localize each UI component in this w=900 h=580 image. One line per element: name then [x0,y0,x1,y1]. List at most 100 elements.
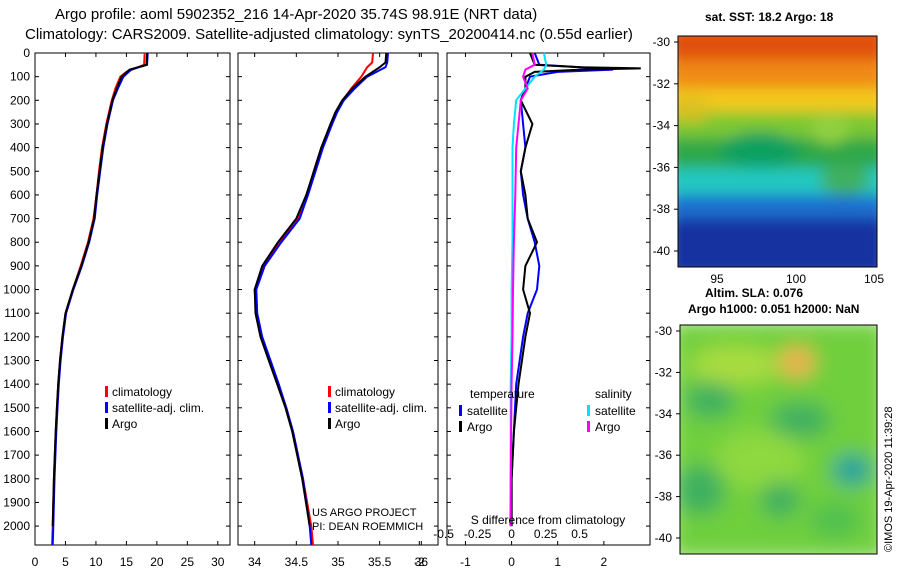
legend-swatch [459,421,462,432]
y-tick-label: 600 [10,188,30,202]
map-x-tick-label: 105 [864,272,884,286]
y-tick-label: 1400 [3,377,30,391]
sla-map-field [680,325,877,554]
figure-title-line1: Argo profile: aoml 5902352_216 14-Apr-20… [55,6,538,23]
legend-swatch [587,421,590,432]
x-tick-label: 35.5 [368,555,392,569]
x-tick-label: 34.5 [285,555,309,569]
color-band [678,88,877,116]
x-tick-label: 36 [415,555,429,569]
legend-title-salinity: salinity [595,387,632,401]
color-blob [770,402,830,438]
difference-extras: -0.5 -0.25 0 0.25 0.5S difference from clima… [433,387,636,541]
x-tick-label: 10 [89,555,103,569]
sla-map-title-line1: Altim. SLA: 0.076 [705,286,804,300]
sst-map-field [678,36,877,267]
legend-label: Argo [467,420,493,434]
map-y-tick-label: -32 [653,77,671,91]
x-tick-label: 30 [211,555,225,569]
x-tick-label: -2 [414,555,425,569]
map-frame [677,35,878,268]
map-frame [679,324,878,555]
legend-label: satellite-adj. clim. [112,401,204,415]
color-blob [820,165,870,195]
y-tick-label: 700 [10,212,30,226]
series-line [253,52,388,527]
y-tick-label: 1500 [3,401,30,415]
y-tick-label: 800 [10,235,30,249]
color-blob [720,132,800,168]
y-tick-label: 300 [10,117,30,131]
legend-label: Argo [335,417,361,431]
temperature-profile-panel: 0100200300400500600700800900100011001200… [3,46,231,569]
y-tick-label: 1600 [3,424,30,438]
sst-map-title: sat. SST: 18.2 Argo: 18 [705,10,834,24]
legend-label: satellite [467,404,508,418]
y-tick-label: 1200 [3,330,30,344]
annotation-project: US ARGO PROJECT [312,507,417,519]
map-y-tick-label: -34 [653,119,671,133]
sst-map: -30 -32 -34 -36 -38 -40 95 100 105 [653,35,885,286]
x-tick-label: 35 [331,555,345,569]
legend-swatch [328,386,331,397]
color-blob [810,116,850,144]
legend-swatch [587,405,590,416]
legend-label: Argo [112,417,138,431]
y-tick-label: 500 [10,164,30,178]
top-axis-label: 0.25 [534,527,558,541]
y-tick-label: 100 [10,70,30,84]
legend-swatch [328,418,331,429]
x-tick-label: 1 [554,555,561,569]
y-tick-label: 1900 [3,495,30,509]
color-blob [685,382,735,418]
map-y-tick-label: -32 [655,365,673,379]
sla-map-blur [680,325,877,554]
legend-label: satellite-adj. clim. [335,401,427,415]
x-tick-label: 20 [150,555,164,569]
top-axis-label: 0.5 [571,527,588,541]
legend-swatch [105,402,108,413]
color-band [678,218,877,267]
legend-label: Argo [595,420,621,434]
color-band [678,60,877,90]
color-blob [760,482,800,518]
salinity-profile-panel: 34 34.5 35 35.5 36 climatology satellite-adj. … [237,52,439,569]
legend-swatch [105,418,108,429]
color-blob [690,345,780,385]
map-x-tick-label: 100 [786,272,806,286]
map-y-tick-label: -38 [655,490,673,504]
series-line [253,52,374,546]
figure-title-line2: Climatology: CARS2009. Satellite-adjuste… [25,26,633,43]
series-line [255,52,389,546]
y-tick-label: 1800 [3,472,30,486]
series-line [51,52,149,527]
plot-frame [446,52,651,546]
series-line [510,52,641,527]
x-tick-label: 5 [62,555,69,569]
difference-axis-title: S difference from climatology [471,513,626,527]
x-tick-label: 34 [248,555,262,569]
map-y-tick-label: -38 [653,202,671,216]
difference-from-climatology-panel: -2 -1 0 1 2 [414,52,651,569]
top-axis-label: -0.25 [464,527,492,541]
y-tick-label: 1000 [3,283,30,297]
map-y-tick-label: -30 [655,324,673,338]
top-axis-label: -0.5 [433,527,454,541]
x-tick-label: 0 [32,555,39,569]
x-tick-label: 2 [601,555,608,569]
plot-frame [34,52,231,546]
annotation-pi: PI: DEAN ROEMMICH [312,521,423,533]
y-tick-label: 200 [10,93,30,107]
plot-frame [237,52,439,546]
map-x-tick-label: 95 [710,272,724,286]
legend-swatch [105,386,108,397]
color-blob [678,98,710,122]
series-line [51,52,149,546]
color-blob [715,430,805,490]
map-y-tick-label: -40 [653,244,671,258]
x-tick-label: 15 [120,555,134,569]
y-tick-label: 0 [23,46,30,60]
series-line [510,52,614,527]
